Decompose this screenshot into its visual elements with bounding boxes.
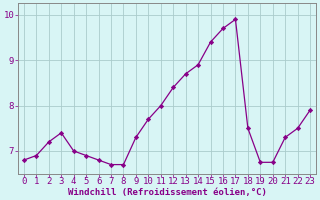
X-axis label: Windchill (Refroidissement éolien,°C): Windchill (Refroidissement éolien,°C)	[68, 188, 267, 197]
